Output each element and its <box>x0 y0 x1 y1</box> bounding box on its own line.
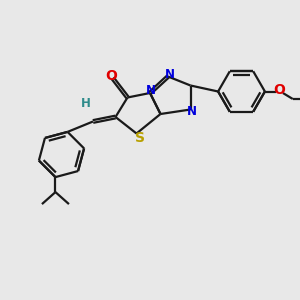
Text: O: O <box>105 70 117 83</box>
Text: O: O <box>273 83 285 97</box>
Text: N: N <box>146 84 156 97</box>
Text: N: N <box>164 68 175 81</box>
Text: N: N <box>187 105 197 119</box>
Text: S: S <box>135 131 145 145</box>
Text: H: H <box>81 97 90 110</box>
